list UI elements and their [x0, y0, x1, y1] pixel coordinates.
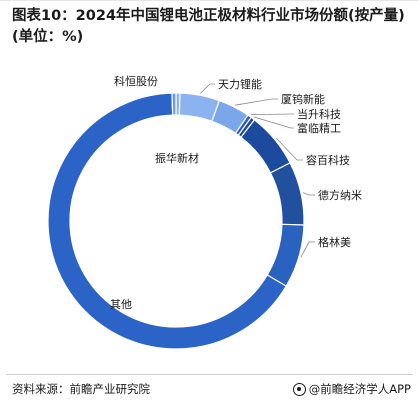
leader-line-5: [275, 137, 303, 161]
donut-slice-5: [240, 119, 291, 174]
donut-slice-8: [47, 92, 287, 350]
slice-label-0: 科恒股份: [114, 74, 158, 88]
leader-line-7: [300, 241, 315, 258]
slice-label-4: 富临精工: [297, 121, 341, 135]
leader-line-1: [200, 83, 215, 94]
donut-slice-7: [266, 223, 305, 287]
brand-text: @前瞻经济学人APP: [308, 382, 411, 396]
slice-label-5: 容百科技: [306, 153, 350, 167]
slice-label-2: 厦钨新能: [281, 92, 325, 106]
leader-line-2: [234, 98, 278, 106]
slice-label-7: 格林美: [318, 235, 351, 249]
chart-title: 图表10：2024年中国锂电池正极材料行业市场份额(按产量)(单位：%): [12, 8, 405, 45]
slice-label-9: 振华新材: [155, 151, 199, 165]
slice-label-8: 其他: [110, 298, 132, 311]
slice-label-3: 当升科技: [297, 107, 341, 121]
leader-lines: [200, 83, 315, 258]
brand-credit: @前瞻经济学人APP: [292, 381, 411, 397]
leader-line-4: [253, 116, 294, 129]
leader-line-6: [302, 192, 315, 196]
slice-label-6: 德方纳米: [318, 188, 362, 202]
donut-slices: [47, 92, 305, 350]
copyright-circle-icon: [292, 382, 306, 396]
leader-line-3: [250, 113, 294, 116]
footer-rule: [6, 374, 413, 375]
donut-slice-9: [171, 92, 177, 116]
donut-slice-6: [269, 162, 305, 226]
top-rule: [0, 0, 419, 1]
source-text: 资料来源：前瞻产业研究院: [12, 382, 150, 396]
slice-label-1: 天力锂能: [218, 77, 262, 91]
